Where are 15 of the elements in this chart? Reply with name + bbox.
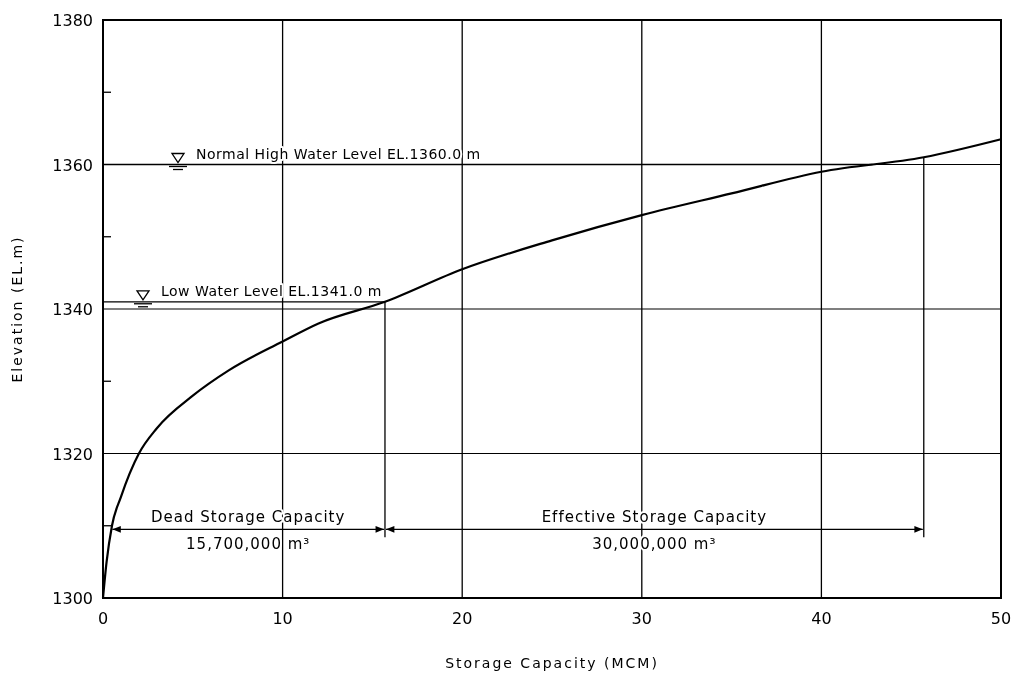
ref-line-label: Low Water Level EL.1341.0 m [161,282,382,299]
x-tick-label: 20 [452,609,473,628]
x-tick-label: 30 [631,609,652,628]
annotation: 15,700,000 m³ [186,535,311,554]
y-tick-label: 1360 [52,155,93,175]
x-tick-label: 0 [97,609,109,628]
y-tick-label: 1300 [52,589,93,608]
x-tick-label: 50 [990,609,1012,628]
x-tick-label: 40 [811,609,832,628]
x-axis-title: Storage Capacity (MCM) [445,655,659,671]
x-tick-label: 10 [272,609,293,628]
y-tick-label: 1380 [52,11,93,30]
y-tick-label: 1320 [52,444,93,464]
y-axis-title: Elevation (EL.m) [9,235,25,383]
y-tick-label: 1340 [52,300,93,319]
